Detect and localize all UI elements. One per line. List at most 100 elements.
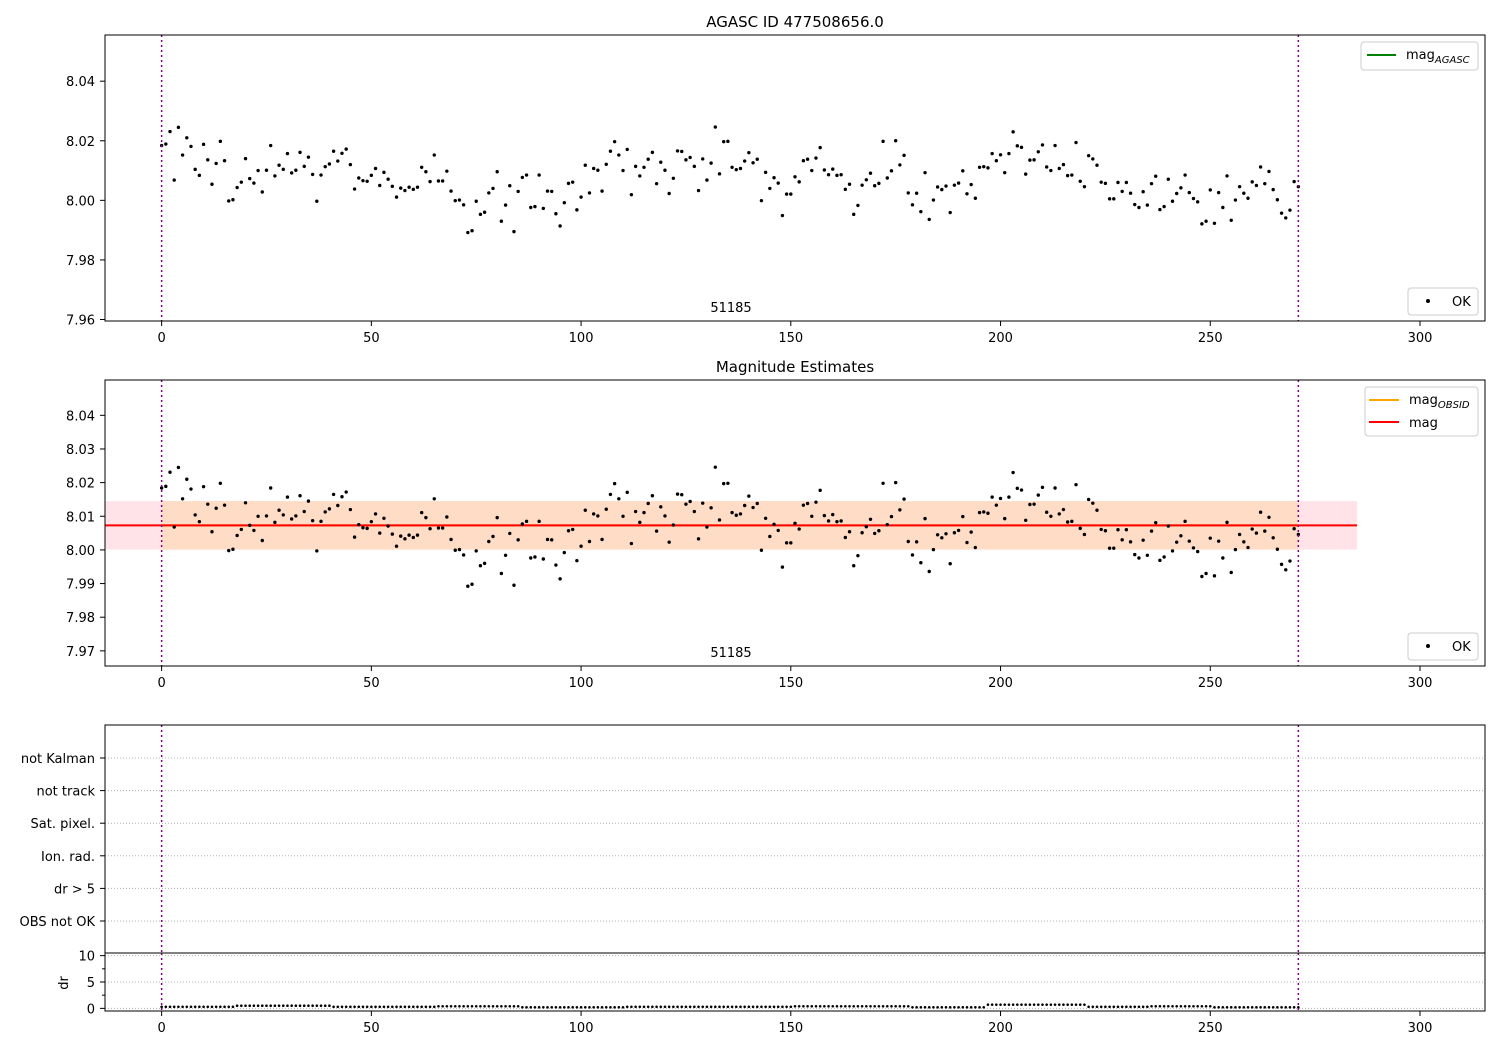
magnitude-ok-point [621,514,625,518]
agasc-ok-point [675,149,680,153]
magnitude-ytick-label-5: 8.02 [66,477,95,492]
dr-point [206,1005,210,1009]
agasc-ok-point [533,204,537,209]
dr-point [827,1004,830,1008]
magnitude-ok-point [1124,528,1129,532]
agasc-ok-point [285,151,290,156]
magnitude-ok-point [227,548,231,553]
magnitude-ok-point [835,519,839,524]
dr-point [755,1005,759,1009]
dr-point [709,1005,713,1009]
dr-point [684,1005,688,1009]
agasc-ok-point [457,198,462,202]
dr-point [739,1005,742,1009]
agasc-ok-point [856,203,860,208]
agasc-ok-point [529,205,533,210]
agasc-ok-point [545,189,550,193]
legend-ok-label: OK [1452,295,1471,310]
magnitude-ok-point [189,487,193,491]
dr-point [1070,1003,1074,1006]
agasc-ok-point [336,159,340,163]
magnitude-ok-point [445,515,449,519]
agasc-ok-point [755,157,759,161]
dr-point [160,1005,163,1009]
magnitude-ok-point [1007,495,1011,499]
agasc-ok-point [1036,150,1040,154]
agasc-ok-point [1049,168,1053,173]
agasc-ok-point [193,167,197,172]
magnitude-ok-point [541,557,546,561]
agasc-ok-point [1267,169,1271,174]
agasc-ok-point [965,192,969,196]
agasc-ok-point [713,125,718,129]
magnitude-ok-point [1019,488,1024,492]
agasc-ok-point [499,219,504,223]
legend-ok-marker [1426,299,1430,303]
dr-point [1271,1006,1275,1009]
dr-point [646,1005,650,1009]
legend-mag-agasc-text: mag [1406,48,1435,63]
magnitude-ok-point [1191,546,1196,550]
agasc-ok-point [780,213,785,218]
magnitude-ok-point [1099,527,1103,532]
dr-ytick-label-1: 5 [87,976,95,991]
agasc-ok-point [914,191,919,195]
agasc-ok-point [273,174,277,178]
magnitude-ok-point [763,516,768,520]
dr-point [789,1005,793,1009]
agasc-ok-point [1170,199,1175,203]
magnitude-ok-point [1187,539,1191,543]
dr-point [1263,1006,1267,1009]
magnitude-ok-point [688,499,692,504]
agasc-ok-point [579,195,583,199]
dr-point [537,1006,541,1009]
dr-point [823,1004,826,1008]
agasc-ok-point [487,191,491,195]
magnitude-ok-point [411,535,415,540]
agasc-ok-point [994,159,999,163]
agasc-ok-point [403,188,407,193]
magnitude-ok-point [604,507,608,511]
agasc-ok-point [1078,179,1082,183]
dr-point [1053,1003,1057,1006]
dr-point [273,1004,277,1008]
agasc-ok-point [394,195,399,199]
dr-point [1284,1006,1288,1009]
agasc-ok-point [268,143,273,148]
agasc-ok-point [789,192,793,196]
magnitude-ok-point [1242,540,1246,544]
magnitude-ok-point [268,486,273,490]
dr-point [554,1006,558,1009]
legend-agasc-lower-box [1407,287,1479,316]
dr-point [286,1004,289,1008]
agasc-ok-point [302,164,306,169]
magnitude-ok-point [805,501,810,506]
dr-point [609,1006,612,1009]
magnitude-ok-point [721,481,726,486]
magnitude-ok-point [600,537,604,542]
agasc-ok-point [1145,203,1150,207]
agasc-ok-point [742,159,747,163]
magnitude-ok-point [822,513,827,518]
magnitude-xtick-label-300: 300 [1408,676,1433,691]
magnitude-ok-point [508,531,512,536]
agasc-ok-point [931,198,936,202]
legend-mag-agasc-subscript: AGASC [1434,55,1470,66]
dr-point [764,1005,767,1009]
dr-point [1192,1004,1195,1008]
agasc-ok-point [1279,211,1284,215]
magnitude-ok-point [927,569,931,574]
dr-point [1229,1006,1233,1009]
dr-point [818,1004,822,1008]
magnitude-ok-point [260,538,264,543]
magnitude-ok-point [965,540,969,545]
dr-point [651,1005,654,1009]
dr-point [751,1005,755,1009]
agasc-ok-point [440,179,445,183]
legend-magnitude-lower: OK [1407,632,1479,661]
magnitude-ok-point [885,522,889,527]
dr-point [885,1004,889,1008]
magnitude-ok-point [1170,549,1175,553]
agasc-ok-point [1053,143,1057,148]
magnitude-ok-point [638,520,642,525]
